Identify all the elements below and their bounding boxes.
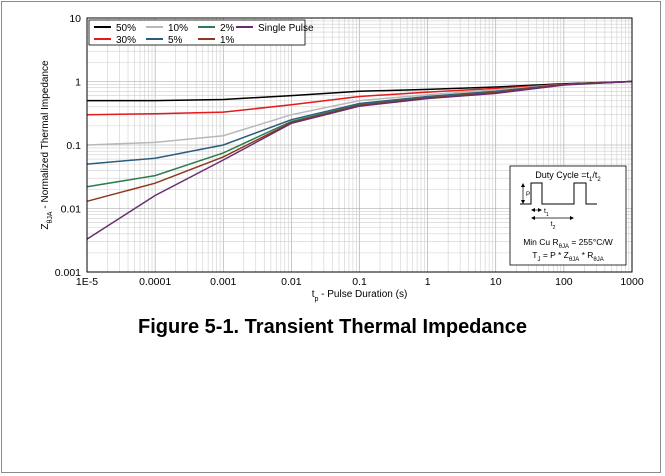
t1-arrow-head-right — [538, 208, 542, 212]
x-tick-label: 100 — [555, 276, 573, 288]
legend-label: 5% — [168, 35, 183, 46]
x-tick-label: 1 — [425, 276, 431, 288]
inset-rtheta-line: Min Cu RθJA = 255°C/W — [523, 237, 613, 250]
x-tick-label: 0.0001 — [139, 276, 171, 288]
x-tick-label: 0.1 — [352, 276, 367, 288]
x-tick-label: 10 — [490, 276, 502, 288]
legend-label: 10% — [168, 23, 188, 34]
inset-tj-line: TJ = P * ZθJA * RθJA — [532, 250, 604, 263]
y-tick-label: 10 — [69, 13, 81, 25]
t1-label: t1 — [544, 208, 549, 218]
figure-caption: Figure 5-1. Transient Thermal Impedance — [137, 316, 527, 338]
axis-frame — [86, 17, 633, 273]
duty-cycle-label: Duty Cycle =t1/t2 — [535, 170, 601, 183]
thermal-impedance-chart: 1E-5 0.0001 0.001 0.01 0.1 1 10 100 1000 10 1 0.1 0.… — [40, 13, 644, 303]
y-tick-label: 1 — [75, 77, 81, 89]
t2-arrow-head-right — [570, 216, 574, 220]
y-tick-label: 0.001 — [55, 267, 81, 279]
p-arrow-head-bottom — [521, 200, 525, 204]
legend-box — [88, 19, 306, 46]
p-label: P — [526, 192, 530, 198]
x-axis-label: tp - Pulse Duration (s) — [312, 289, 408, 303]
legend-label: 50% — [116, 23, 136, 34]
legend-label: 1% — [220, 35, 235, 46]
legend-label: 2% — [220, 23, 235, 34]
series-line-50- — [87, 80, 633, 102]
t2-label: t2 — [551, 221, 556, 231]
pulse-waveform — [520, 182, 597, 205]
p-arrow-head-top — [521, 183, 525, 187]
t1-arrow-head-left — [531, 208, 535, 212]
legend-label: Single Pulse — [258, 23, 314, 34]
legend: 50%30% 10%5% 2%1% Single Pulse — [88, 19, 314, 46]
y-tick-label: 0.1 — [66, 140, 81, 152]
y-tick-label: 0.01 — [61, 204, 82, 216]
legend-label: 30% — [116, 35, 136, 46]
series-line-single-pulse — [86, 80, 633, 240]
inset-box — [509, 165, 627, 266]
x-tick-label: 1E-5 — [76, 276, 98, 288]
y-axis-label: ZθJA - Normalized Thermal Impedance — [40, 60, 54, 230]
x-tick-label: 1000 — [620, 276, 644, 288]
x-tick-label: 0.001 — [210, 276, 236, 288]
t2-arrow-head-left — [531, 216, 535, 220]
x-tick-label: 0.01 — [281, 276, 302, 288]
